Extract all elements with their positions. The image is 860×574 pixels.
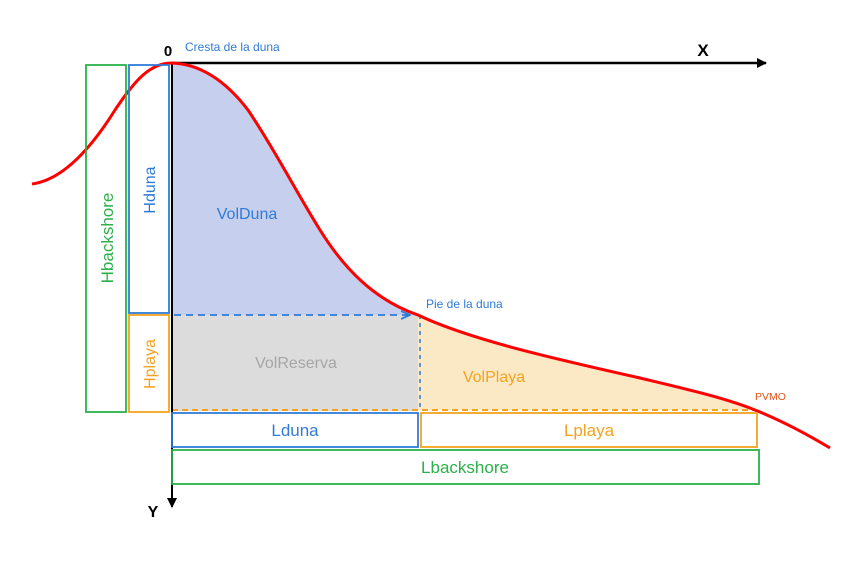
vol-playa-area — [418, 315, 755, 410]
hbackshore-label: Hbackshore — [98, 193, 117, 284]
y-axis-label: Y — [148, 504, 159, 521]
beach-profile-curve — [31, 61, 831, 450]
hplaya-box — [128, 314, 170, 413]
x-axis-label: X — [697, 41, 709, 60]
vol-duna-label: VolDuna — [217, 206, 278, 223]
vol-reserva-label: VolReserva — [255, 355, 337, 372]
crest-label: Cresta de la duna — [185, 40, 280, 54]
hduna-label: Hduna — [142, 166, 159, 213]
hduna-box — [128, 64, 170, 314]
lbackshore-label: Lbackshore — [421, 458, 509, 477]
lduna-box — [171, 412, 419, 448]
lduna-label: Lduna — [271, 421, 319, 440]
hbackshore-box — [85, 64, 127, 413]
lplaya-box — [420, 412, 758, 448]
vol-reserva-area — [172, 315, 418, 411]
toe-label: Pie de la duna — [426, 297, 503, 311]
pvmo-label: PVMO — [755, 391, 786, 403]
lbackshore-box — [171, 449, 760, 485]
vol-playa-label: VolPlaya — [463, 369, 525, 386]
lplaya-label: Lplaya — [564, 421, 615, 440]
hplaya-label: Hplaya — [142, 339, 159, 389]
origin-label: 0 — [164, 43, 172, 60]
